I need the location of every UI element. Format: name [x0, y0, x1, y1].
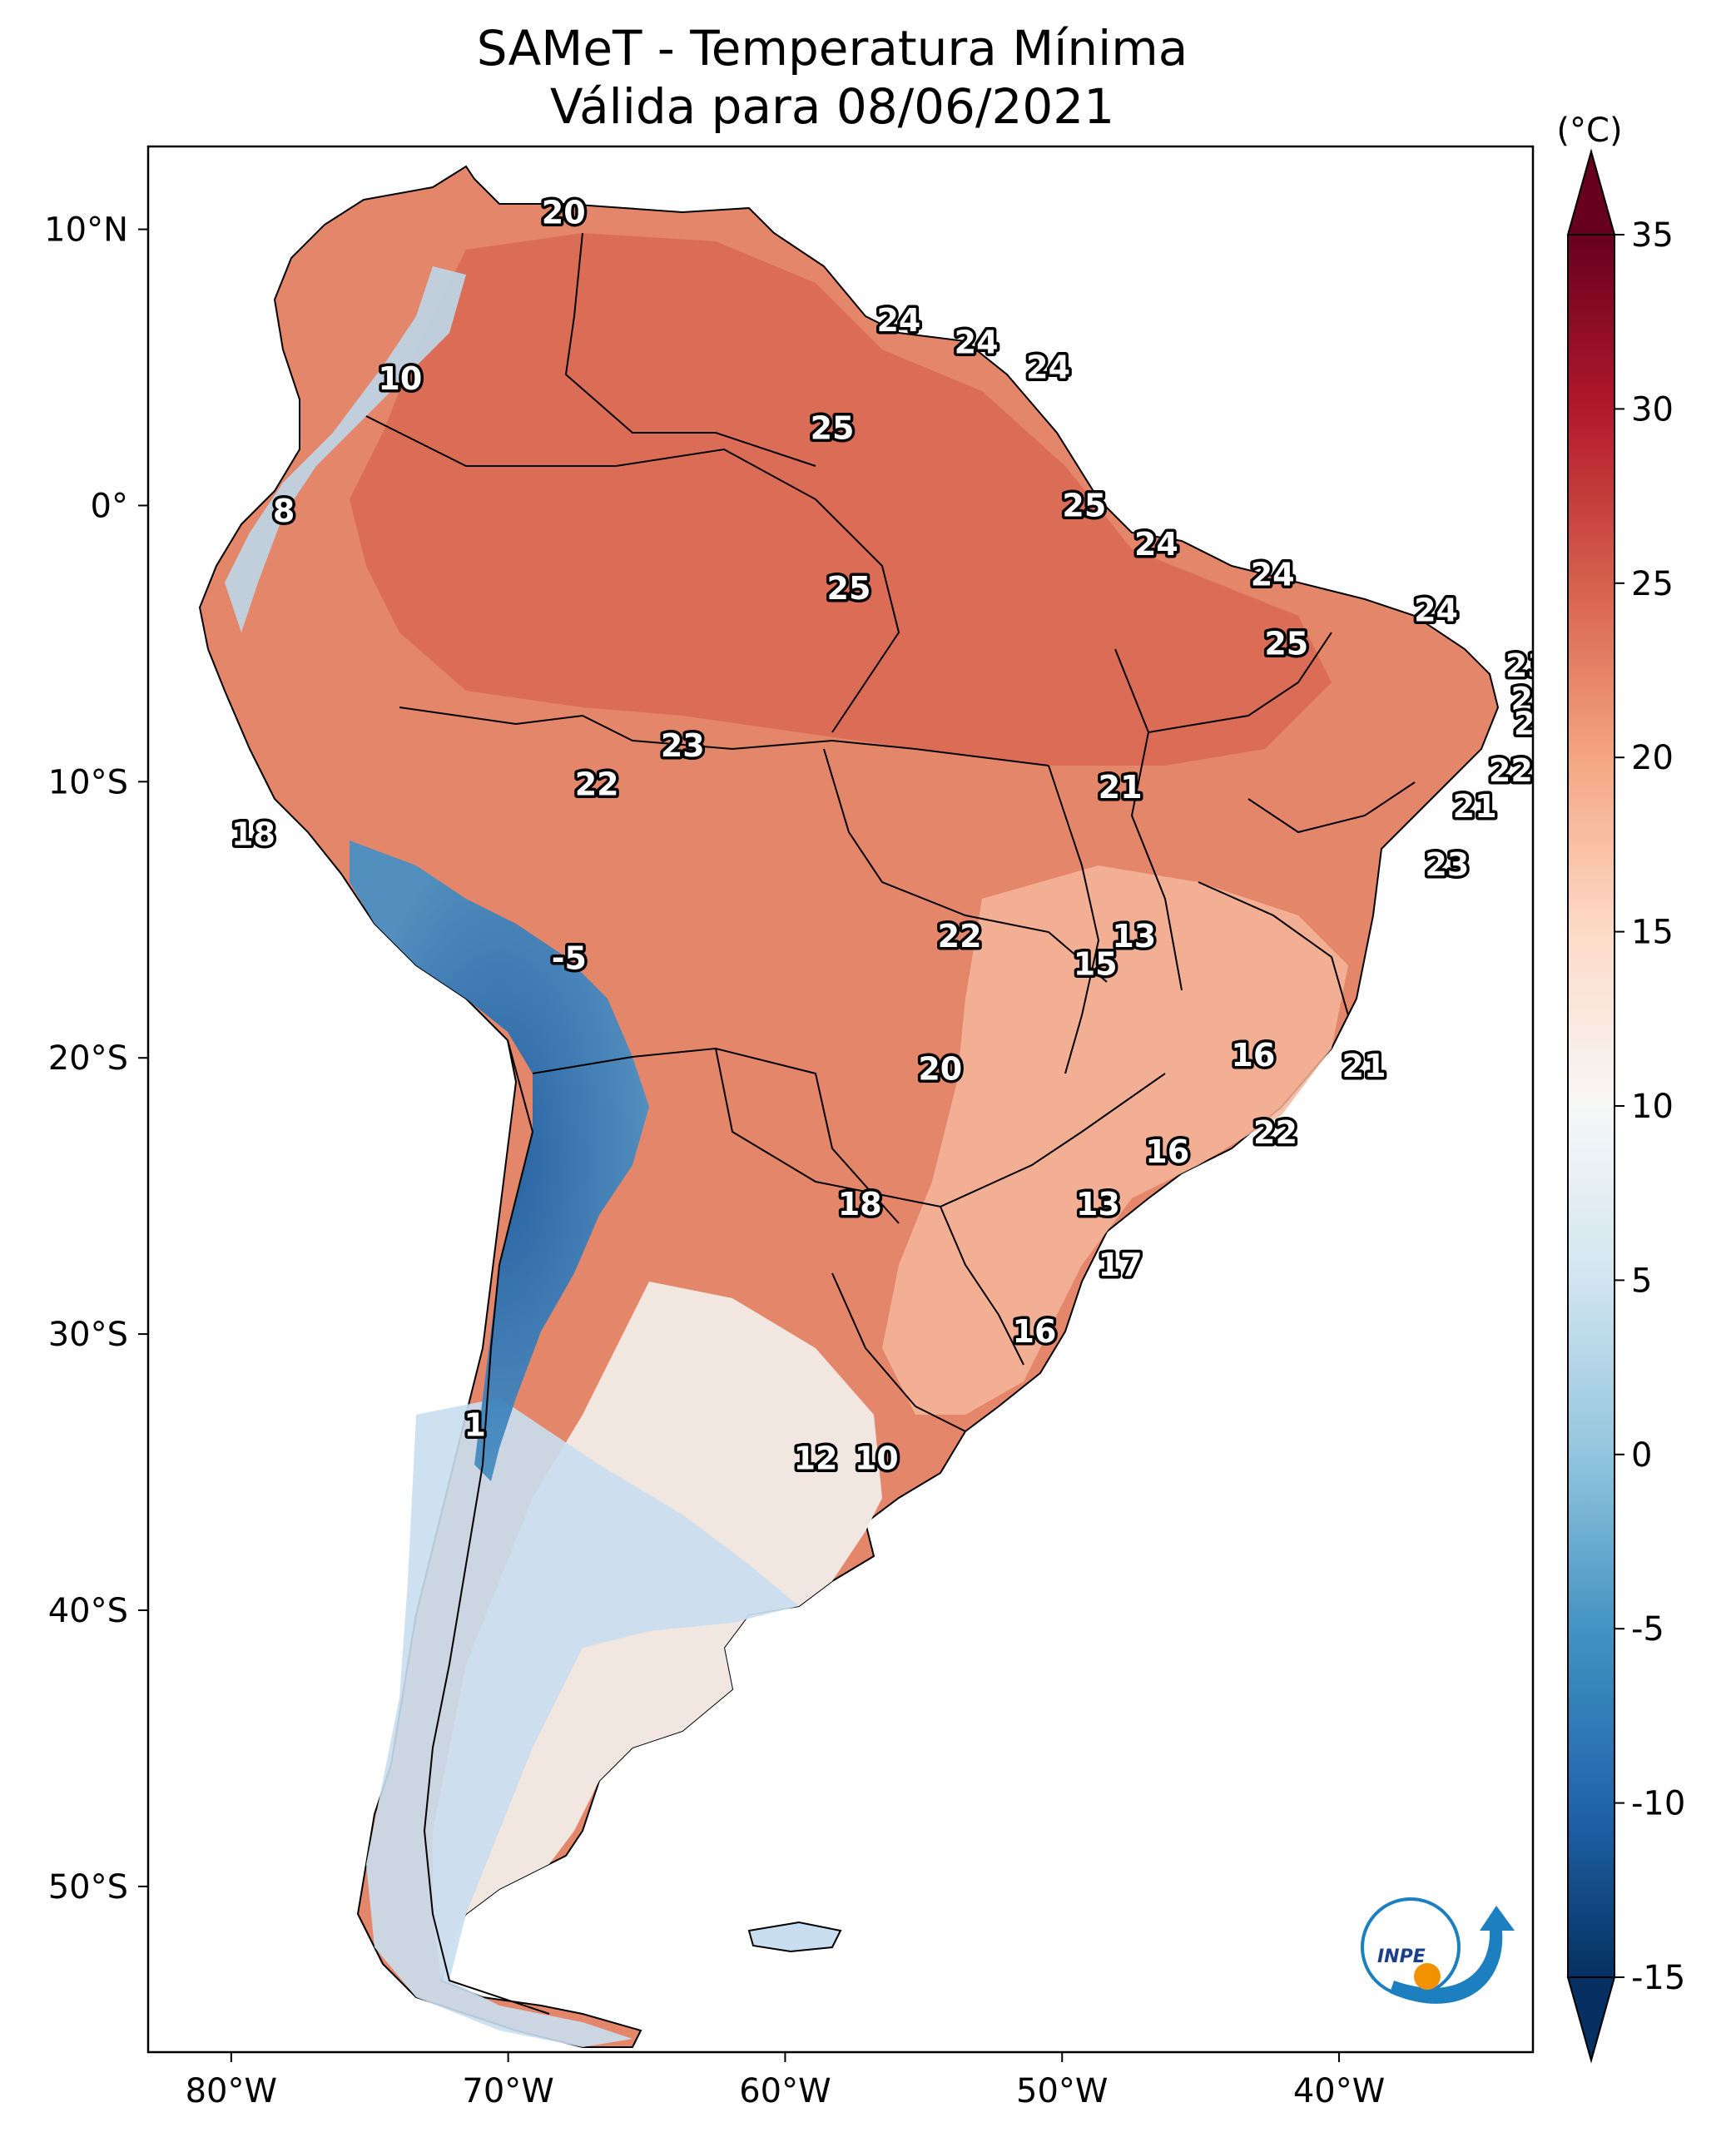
temperature-value-label: -5	[552, 940, 587, 977]
y-tick-label: 30°S	[48, 1316, 128, 1354]
colorbar-tick-label: 0	[1631, 1436, 1652, 1475]
colorbar-tick-label: 5	[1631, 1262, 1652, 1300]
y-tick-label: 20°S	[48, 1039, 128, 1078]
colorbar-tick-label: 10	[1631, 1088, 1674, 1126]
temperature-value-label: 12	[794, 1440, 838, 1476]
temperature-value-label: 18	[231, 816, 275, 852]
colorbar-tick-label: 15	[1631, 914, 1674, 952]
temperature-value-label: 22	[1514, 706, 1558, 742]
y-tick-label: 40°S	[48, 1592, 128, 1630]
temperature-value-label: 20	[542, 195, 586, 231]
temperature-value-label: 15	[1074, 945, 1118, 982]
temperature-value-label: 22	[1489, 752, 1533, 789]
y-tick-label: 10°N	[44, 211, 128, 250]
temperature-value-label: 21	[1099, 769, 1143, 806]
colorbar-tick-label: -5	[1631, 1610, 1664, 1649]
temperature-value-label: 22	[1511, 681, 1555, 717]
temperature-value-label: 16	[1013, 1313, 1057, 1350]
colorbar-ticks: 35 30 25 20 15 10 5 0 -5 -10 -15	[1614, 216, 1685, 1997]
temperature-value-label: 18	[838, 1186, 882, 1222]
temperature-value-label: 23	[661, 727, 705, 764]
title-line-1: SAMeT - Temperatura Mínima	[477, 20, 1188, 77]
title-line-2: Válida para 08/06/2021	[550, 78, 1114, 135]
x-tick-label: 70°W	[462, 2072, 553, 2110]
temperature-value-label: 22	[1253, 1114, 1297, 1151]
colorbar-tick-label: 25	[1631, 565, 1674, 603]
temperature-value-label: 1	[464, 1407, 485, 1444]
colorbar-tick-label: -10	[1631, 1785, 1685, 1823]
logo-sun-icon	[1414, 1963, 1441, 1990]
y-tick-label: 0°	[91, 487, 128, 525]
temperature-value-label: 24	[1134, 526, 1178, 563]
colorbar-tick-label: -15	[1631, 1959, 1685, 1997]
andes-north-cold-band	[225, 266, 466, 632]
temperature-value-label: 21	[1453, 788, 1497, 825]
temperature-value-label: 20	[918, 1050, 962, 1087]
temperature-value-label: 24	[955, 325, 999, 361]
temperature-value-label: 10	[855, 1440, 899, 1476]
x-tick-label: 40°W	[1293, 2072, 1385, 2110]
falkland-islands	[747, 1921, 842, 1953]
x-tick-label: 60°W	[739, 2072, 831, 2110]
colorbar-tick-label: 30	[1631, 390, 1674, 429]
warm-region-amazon	[350, 233, 1332, 766]
andes-cold-band	[350, 840, 649, 1481]
cool-region-patagonia	[366, 1398, 799, 2047]
x-tick-label: 50°W	[1016, 2072, 1108, 2110]
map-frame	[146, 145, 1535, 2054]
temperature-value-label: 16	[1145, 1133, 1189, 1170]
temperature-value-label: 24	[1026, 350, 1070, 386]
x-axis-ticks: 80°W 70°W 60°W 50°W 40°W	[186, 2052, 1385, 2110]
inpe-logo: INPE	[1361, 1897, 1515, 2004]
temperature-value-label: 23	[1505, 647, 1550, 684]
colorbar-tick-label: 20	[1631, 739, 1674, 777]
temperature-value-label: 13	[1076, 1186, 1120, 1222]
temperature-value-label: 25	[1062, 487, 1106, 523]
colorbar-unit-label: (°C)	[1556, 112, 1622, 150]
temperature-value-label: 22	[575, 766, 619, 803]
temperature-value-label: 8	[273, 493, 295, 529]
temperature-value-label: 25	[1264, 625, 1308, 662]
temperature-value-label: 25	[811, 410, 855, 447]
y-tick-label: 50°S	[48, 1868, 128, 1907]
y-tick-label: 10°S	[48, 763, 128, 801]
temperature-value-label: 23	[1425, 846, 1469, 883]
temperature-value-label: 13	[1112, 918, 1156, 955]
temperature-value-label: 16	[1231, 1037, 1275, 1074]
temperature-value-label: 24	[1251, 556, 1295, 593]
cool-region-pampas	[433, 1282, 882, 1981]
political-borders	[365, 232, 1416, 2015]
colorbar-tick-label: 35	[1631, 216, 1674, 255]
temperature-value-label: 17	[1099, 1247, 1143, 1283]
logo-swoosh-icon	[1390, 1906, 1515, 2004]
colorbar-bar	[1567, 234, 1615, 1978]
colorbar: (°C) 35 30 25 20 15 10 5 0 -5 -10 -15	[1556, 112, 1685, 2064]
colorbar-min-extension	[1566, 1976, 1616, 2064]
temperature-value-label: 24	[1414, 593, 1458, 629]
colorbar-max-extension	[1566, 148, 1616, 236]
x-tick-label: 80°W	[186, 2072, 277, 2110]
temperature-value-label: 24	[876, 302, 920, 339]
y-axis-ticks: 10°N 0° 10°S 20°S 30°S 40°S 50°S	[44, 211, 148, 1907]
temperature-value-label: 10	[378, 360, 422, 397]
temperature-value-label: 21	[1342, 1048, 1386, 1084]
temperature-value-label: 22	[938, 918, 982, 955]
logo-text: INPE	[1377, 1946, 1426, 1967]
temperature-value-label: 25	[827, 570, 871, 607]
mild-region-southeast	[882, 865, 1348, 1415]
